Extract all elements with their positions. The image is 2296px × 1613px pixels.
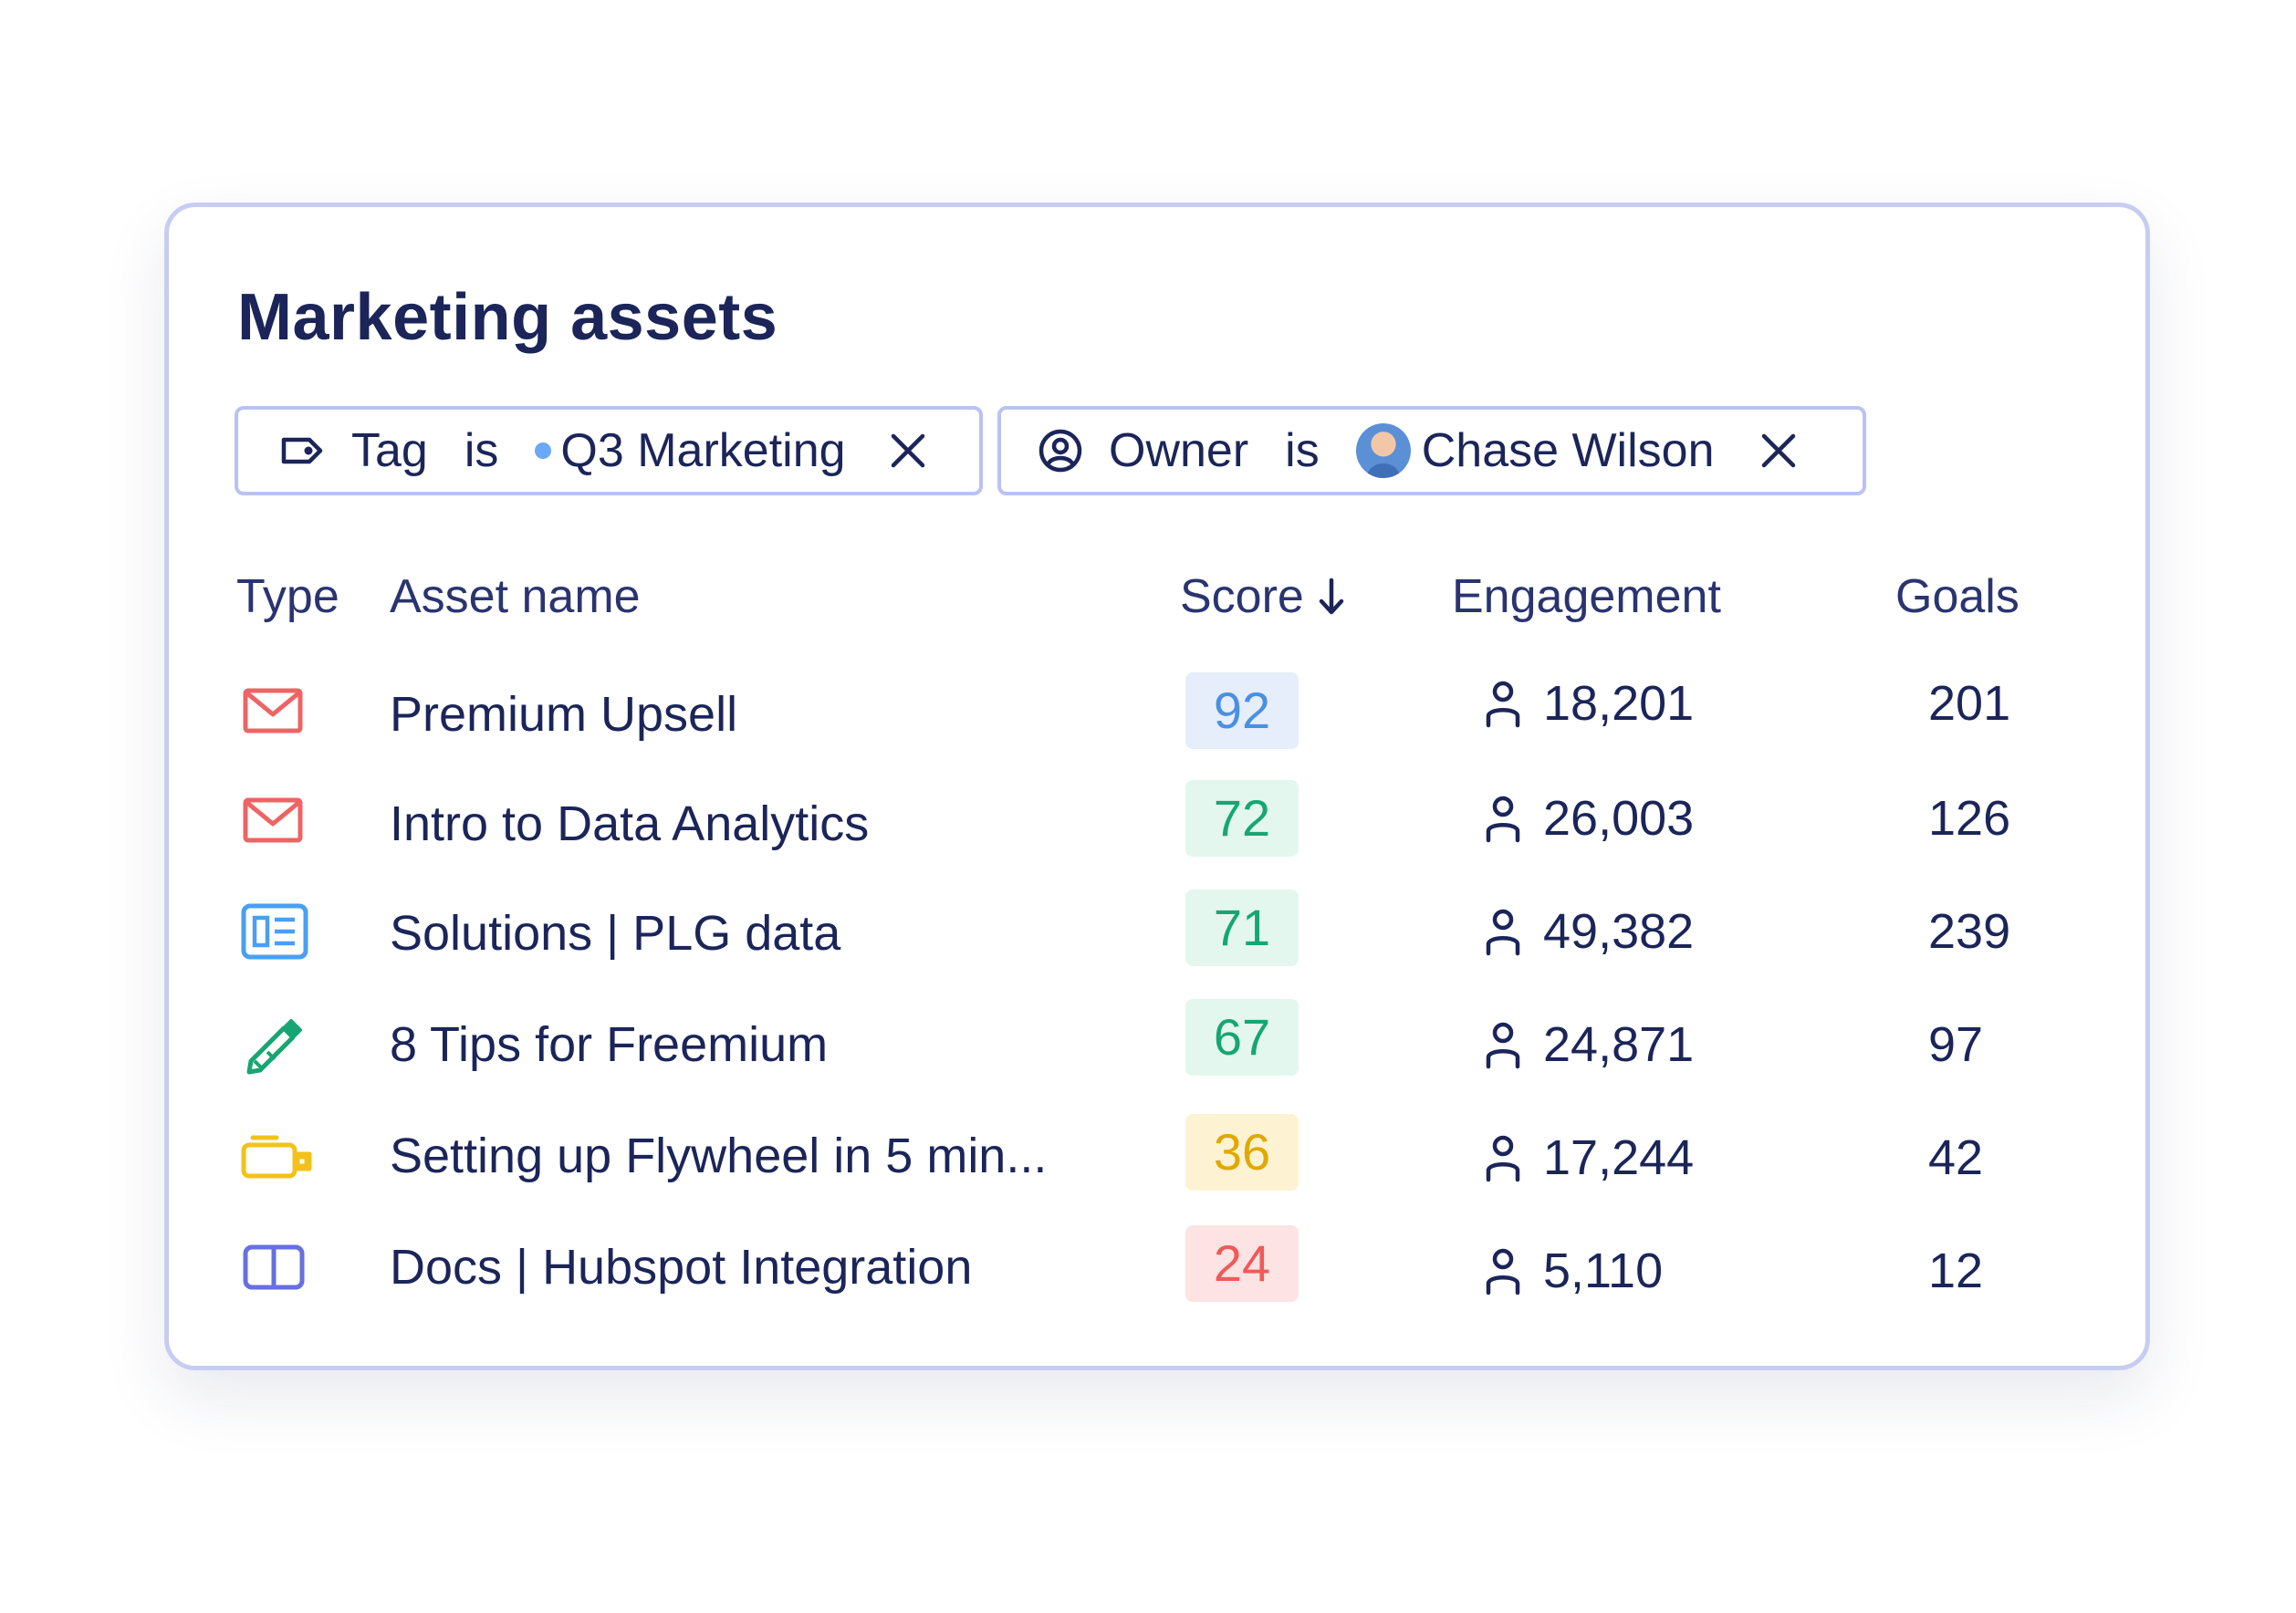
close-icon[interactable] [1760,432,1797,469]
avatar [1355,423,1411,478]
score-badge: 24 [1185,1225,1299,1302]
marketing-assets-card: Marketing assets Tag is Q3 Marketing [164,203,2150,1370]
person-icon [1486,1022,1520,1069]
filter-field-label: Owner [1109,424,1249,477]
goals-value: 12 [1928,1244,1984,1298]
filter-value-wrap: Chase Wilson [1355,423,1715,478]
column-header-goals[interactable]: Goals [1895,570,2019,623]
filter-field-label: Tag [351,424,428,477]
person-icon [1486,909,1520,956]
goals-value: 97 [1928,1017,1984,1072]
score-badge: 72 [1185,780,1299,857]
asset-name[interactable]: Solutions | PLG data [390,906,841,961]
engagement-cell: 5,110 [1483,1238,1663,1304]
engagement-cell: 49,382 [1483,899,1694,964]
person-icon [1486,1135,1520,1182]
filter-chip-tag[interactable]: Tag is Q3 Marketing [235,406,983,495]
person-icon [1486,796,1520,843]
engagement-value: 26,003 [1543,791,1695,846]
goals-value: 42 [1928,1130,1984,1185]
score-badge: 92 [1185,672,1299,749]
engagement-cell: 17,244 [1483,1125,1694,1191]
engagement-cell: 24,871 [1483,1012,1694,1077]
score-badge: 36 [1185,1114,1299,1191]
filter-operator-label: is [1285,424,1320,477]
engagement-cell: 18,201 [1483,671,1694,736]
person-icon [1486,681,1520,728]
filter-value-wrap: Q3 Marketing [535,423,846,478]
score-badge: 71 [1185,890,1299,966]
engagement-cell: 26,003 [1483,786,1694,851]
tag-icon [278,434,326,467]
asset-name[interactable]: Docs | Hubspot Integration [390,1240,973,1295]
email-icon [240,787,306,853]
engagement-value: 24,871 [1543,1017,1695,1072]
filter-chip-owner[interactable]: Owner is Chase Wilson [997,406,1866,495]
filter-value-label: Q3 Marketing [560,424,846,477]
engagement-value: 18,201 [1543,676,1695,731]
filter-operator-label: is [464,424,499,477]
asset-name[interactable]: Intro to Data Analytics [390,796,870,851]
score-badge: 67 [1185,999,1299,1076]
engagement-value: 49,382 [1543,904,1695,959]
close-icon[interactable] [890,432,926,469]
sort-desc-arrow-icon [1317,577,1346,617]
email-icon [240,678,306,744]
engagement-value: 5,110 [1543,1244,1664,1298]
asset-name[interactable]: Premium Upsell [390,687,738,742]
card-title: Marketing assets [237,281,778,354]
asset-name[interactable]: 8 Tips for Freemium [390,1017,829,1072]
pencil-icon [240,1010,306,1076]
video-camera-icon [240,1123,312,1189]
goals-value: 126 [1928,791,2011,846]
column-header-engagement[interactable]: Engagement [1452,570,1721,623]
webpage-icon [240,899,308,964]
goals-value: 239 [1928,904,2011,959]
column-header-asset-name[interactable]: Asset name [390,570,641,623]
book-icon [240,1234,306,1300]
tag-color-dot [535,442,552,459]
filter-value-label: Chase Wilson [1421,424,1715,477]
engagement-value: 17,244 [1543,1130,1695,1185]
asset-name[interactable]: Setting up Flywheel in 5 min... [390,1129,1048,1183]
goals-value: 201 [1928,676,2011,731]
column-header-type[interactable]: Type [236,570,339,623]
person-icon [1486,1248,1520,1296]
column-header-score[interactable]: Score [1180,569,1346,624]
user-circle-icon [1038,428,1083,473]
column-header-score-label: Score [1180,570,1304,623]
